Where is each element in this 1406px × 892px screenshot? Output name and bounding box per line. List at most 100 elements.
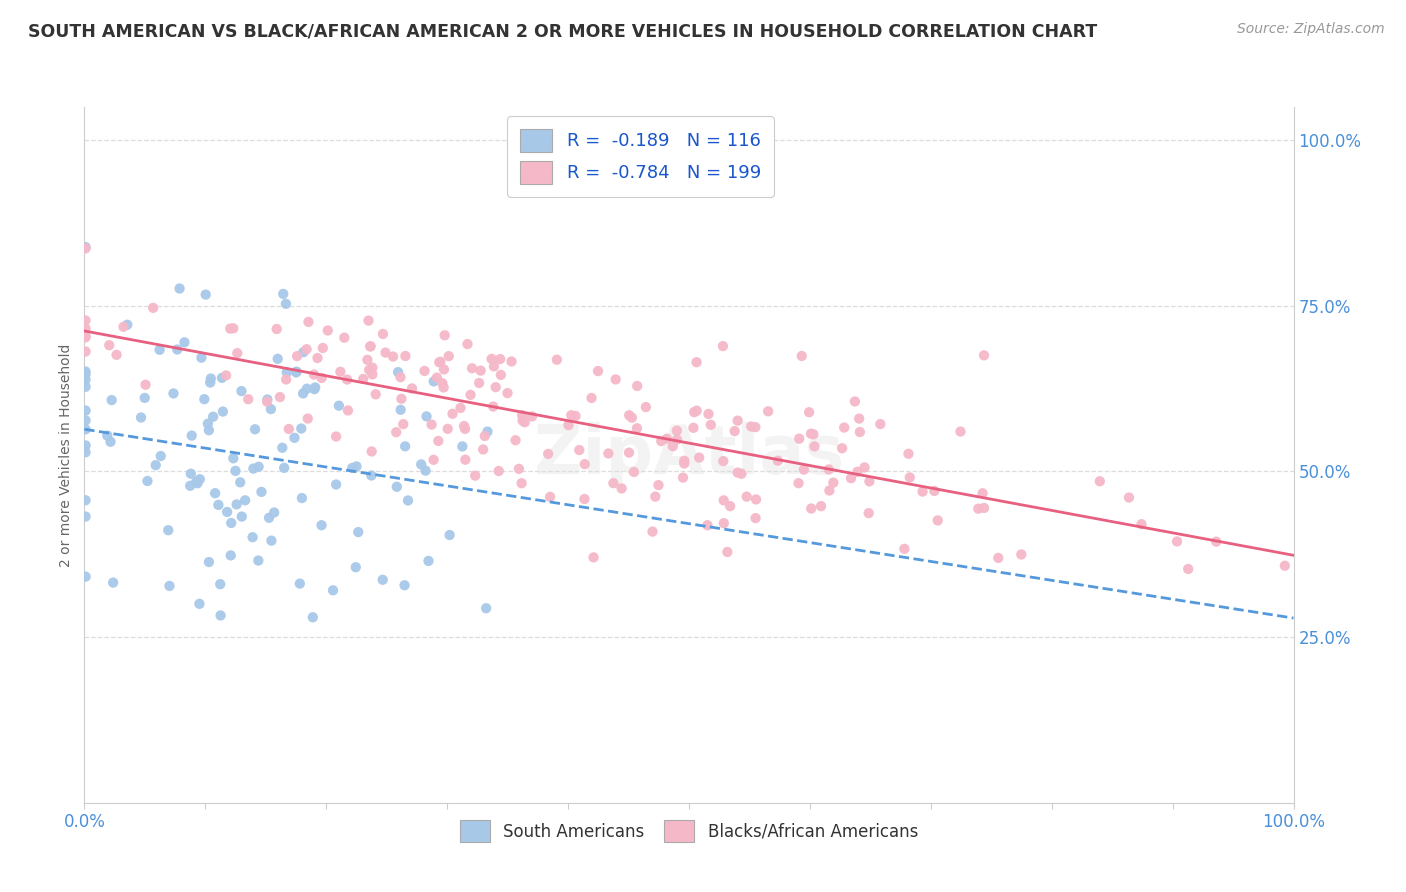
Point: [312, 341, 335, 355]
Point: [437, 349, 460, 363]
Point: [180, 467, 202, 481]
Point: [582, 550, 605, 565]
Point: [285, 366, 308, 380]
Point: [617, 409, 640, 423]
Point: [846, 465, 869, 479]
Point: [482, 400, 505, 414]
Point: [453, 419, 475, 434]
Point: [740, 419, 762, 434]
Point: [641, 524, 664, 539]
Point: [257, 510, 280, 524]
Point: [672, 470, 695, 484]
Point: [75, 445, 97, 459]
Point: [238, 392, 260, 407]
Point: [839, 471, 862, 485]
Point: [683, 405, 706, 419]
Point: [436, 422, 458, 436]
Point: [460, 388, 482, 402]
Point: [336, 403, 359, 417]
Point: [557, 418, 579, 433]
Point: [100, 434, 122, 449]
Point: [75, 344, 97, 359]
Point: [489, 352, 512, 367]
Point: [744, 420, 766, 434]
Point: [271, 441, 294, 455]
Point: [488, 464, 510, 478]
Y-axis label: 2 or more Vehicles in Household: 2 or more Vehicles in Household: [59, 343, 73, 566]
Point: [387, 365, 409, 379]
Point: [75, 365, 97, 379]
Point: [475, 601, 498, 615]
Point: [75, 313, 97, 327]
Point: [311, 371, 333, 385]
Point: [665, 424, 688, 438]
Text: SOUTH AMERICAN VS BLACK/AFRICAN AMERICAN 2 OR MORE VEHICLES IN HOUSEHOLD CORRELA: SOUTH AMERICAN VS BLACK/AFRICAN AMERICAN…: [28, 22, 1097, 40]
Point: [927, 513, 949, 527]
Point: [987, 550, 1010, 565]
Point: [75, 380, 97, 394]
Point: [360, 468, 382, 483]
Point: [260, 533, 283, 548]
Point: [787, 476, 810, 491]
Point: [790, 349, 813, 363]
Point: [75, 509, 97, 524]
Point: [136, 474, 159, 488]
Point: [290, 421, 312, 435]
Point: [468, 376, 491, 390]
Point: [568, 443, 591, 458]
Point: [644, 490, 666, 504]
Point: [520, 409, 543, 424]
Point: [464, 468, 486, 483]
Point: [817, 462, 839, 476]
Point: [374, 345, 396, 359]
Point: [1274, 558, 1296, 573]
Point: [858, 475, 880, 489]
Point: [159, 579, 181, 593]
Point: [537, 447, 560, 461]
Point: [389, 392, 412, 406]
Point: [229, 475, 252, 490]
Legend: South Americans, Blacks/African Americans: South Americans, Blacks/African American…: [451, 812, 927, 850]
Point: [342, 461, 364, 475]
Point: [650, 434, 672, 448]
Point: [510, 408, 533, 422]
Point: [673, 454, 696, 468]
Point: [333, 331, 356, 345]
Point: [145, 458, 167, 472]
Point: [481, 351, 503, 366]
Point: [1118, 491, 1140, 505]
Point: [401, 381, 423, 395]
Point: [461, 361, 484, 376]
Point: [394, 578, 416, 592]
Point: [288, 576, 311, 591]
Point: [179, 479, 201, 493]
Point: [75, 493, 97, 508]
Point: [100, 393, 122, 408]
Point: [429, 355, 451, 369]
Point: [849, 425, 872, 439]
Point: [336, 373, 359, 387]
Point: [730, 467, 752, 481]
Point: [157, 523, 180, 537]
Point: [441, 407, 464, 421]
Point: [564, 409, 586, 423]
Point: [394, 439, 416, 453]
Point: [75, 373, 97, 387]
Point: [371, 573, 394, 587]
Point: [477, 425, 499, 439]
Point: [325, 429, 347, 443]
Point: [247, 553, 270, 567]
Point: [745, 492, 768, 507]
Point: [513, 415, 536, 429]
Point: [787, 432, 810, 446]
Point: [411, 458, 433, 472]
Point: [231, 509, 253, 524]
Point: [209, 577, 232, 591]
Point: [924, 483, 946, 498]
Point: [198, 423, 221, 437]
Point: [432, 376, 454, 391]
Point: [711, 339, 734, 353]
Point: [75, 240, 97, 254]
Point: [831, 442, 853, 456]
Point: [207, 498, 229, 512]
